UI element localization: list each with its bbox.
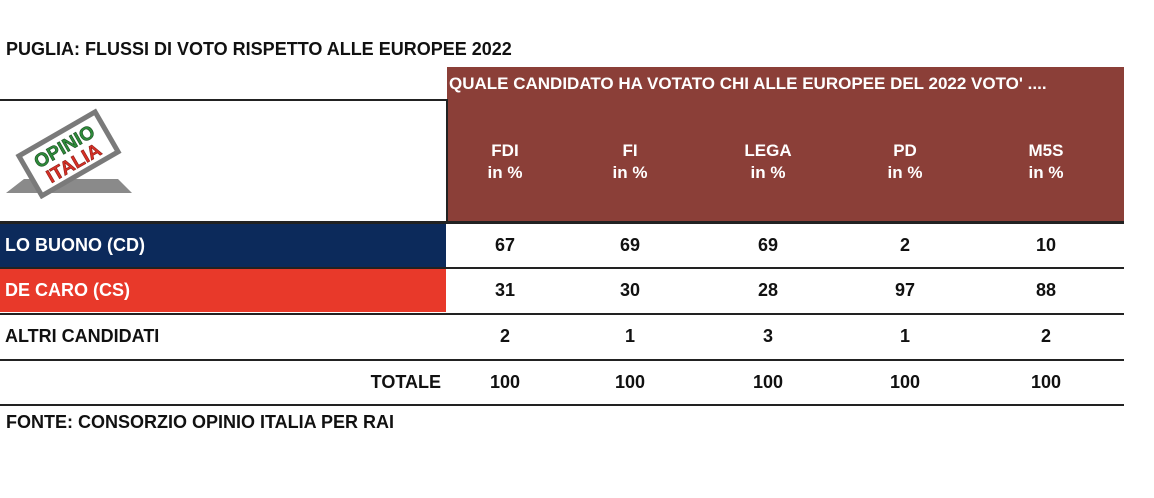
column-header-name: LEGA [744,141,792,160]
column-header-unit: in % [750,163,786,182]
divider [0,221,1124,224]
table-cell: 67 [494,235,516,255]
column-header-fi: FI in % [570,140,690,184]
header-band [447,67,1124,221]
column-header-name: PD [893,141,917,160]
column-header-unit: in % [887,163,923,182]
total-cell: 100 [889,372,921,392]
column-header-m5s: M5S in % [986,140,1106,184]
row-label-altri-candidati: ALTRI CANDIDATI [5,326,160,346]
table-cell: 2 [499,326,510,346]
table-cell: 69 [619,235,641,255]
table-cell: 69 [757,235,779,255]
total-cell: 100 [1030,372,1062,392]
table-cell: 1 [899,326,910,346]
divider [0,359,1124,361]
column-header-name: FI [622,141,638,160]
table-cell: 2 [899,235,910,255]
table-cell: 1 [624,326,635,346]
table-cell: 28 [757,280,779,300]
opinio-italia-logo: OPINIO ITALIA [2,107,137,204]
total-cell: 100 [614,372,646,392]
table-cell: 10 [1035,235,1057,255]
table-cell: 2 [1040,326,1051,346]
column-header-unit: in % [1028,163,1064,182]
row-label-de-caro: DE CARO (CS) [0,269,446,312]
page-title: PUGLIA: FLUSSI DI VOTO RISPETTO ALLE EUR… [6,39,512,59]
divider [0,267,1124,269]
divider [0,404,1124,406]
table-cell: 31 [494,280,516,300]
column-header-fdi: FDI in % [445,140,565,184]
column-header-unit: in % [612,163,648,182]
divider [0,313,1124,315]
divider [446,99,448,223]
column-header-name: M5S [1028,141,1064,160]
table-header-question: QUALE CANDIDATO HA VOTATO CHI ALLE EUROP… [449,74,1047,93]
row-label-totale: TOTALE [370,372,441,392]
table-cell: 3 [762,326,773,346]
column-header-name: FDI [491,141,519,160]
column-header-pd: PD in % [845,140,965,184]
table-cell: 88 [1035,280,1057,300]
logo-icon: OPINIO ITALIA [6,108,132,200]
total-cell: 100 [489,372,521,392]
total-cell: 100 [752,372,784,392]
row-label-lo-buono: LO BUONO (CD) [0,224,446,267]
column-header-lega: LEGA in % [708,140,828,184]
divider [0,99,447,101]
table-cell: 97 [894,280,916,300]
column-header-unit: in % [487,163,523,182]
source-note: FONTE: CONSORZIO OPINIO ITALIA PER RAI [6,412,395,432]
table-cell: 30 [619,280,641,300]
